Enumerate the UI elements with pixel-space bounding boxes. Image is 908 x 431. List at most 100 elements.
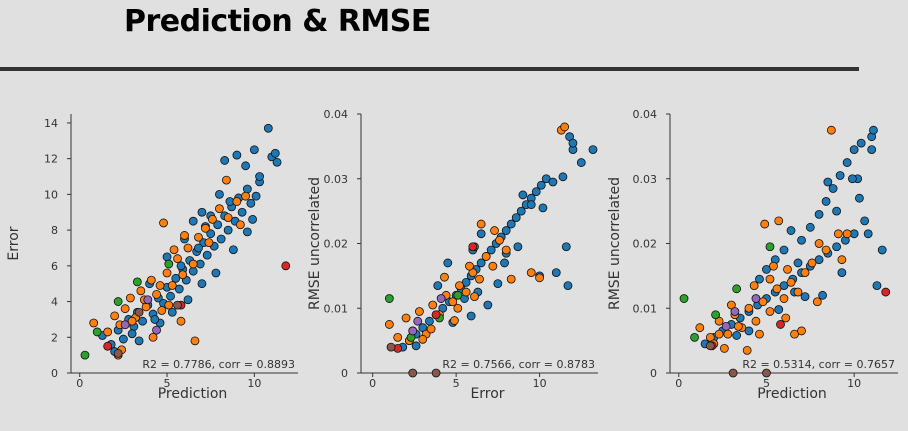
data-point-blue [860,216,870,226]
data-point-blue [263,123,273,133]
data-point-blue [856,138,866,148]
data-point-blue [197,207,207,217]
data-point-blue [800,292,810,301]
data-point-purple [436,294,446,303]
x-tick-label: 10 [247,377,261,390]
data-point-blue [174,284,184,294]
data-point-red [881,287,891,297]
data-point-orange [450,316,459,325]
data-point-orange [201,223,210,233]
data-point-orange [440,272,449,282]
data-point-blue [150,315,160,324]
data-point-blue [216,234,226,244]
x-tick-label: 0 [369,377,376,390]
page-title: Prediction & RMSE [124,4,431,39]
data-point-green [690,332,699,342]
y-tick-label: 0.03 [633,173,658,186]
data-point-orange [842,229,852,239]
x-tick-label: 10 [533,377,547,390]
data-point-blue [270,148,280,158]
data-point-orange [176,316,186,326]
data-point-blue [867,145,877,155]
data-point-blue [558,172,568,182]
y-tick-label: 0.03 [324,173,349,186]
y-tick-label: 0.04 [633,108,658,121]
stats-annotation: R2 = 0.5314, corr = 0.7657 [742,358,895,371]
data-point-blue [774,305,784,314]
data-point-blue [849,145,859,155]
data-point-brown [705,341,715,351]
data-point-blue [797,235,806,245]
data-point-orange [448,297,458,307]
data-point-orange [110,311,120,321]
data-point-orange [190,336,200,346]
y-tick-label: 0.02 [324,238,349,251]
data-point-orange [774,216,784,226]
data-point-purple [152,325,161,335]
data-point-orange [461,287,471,297]
data-point-brown [173,300,182,310]
y-tick-label: 4 [51,296,58,309]
data-point-orange [162,268,172,278]
data-point-blue [249,145,259,155]
data-point-orange [797,326,806,336]
data-point-blue [138,316,147,326]
data-point-orange [148,332,158,342]
y-tick-label: 10 [44,188,58,201]
data-point-orange [157,306,167,315]
data-point-orange [786,277,796,287]
data-point-orange [241,191,251,201]
data-point-blue [188,216,198,226]
x-tick-label: 5 [763,377,770,390]
data-point-blue [872,281,882,290]
data-point-orange [167,281,177,290]
x-tick-label: 0 [675,377,682,390]
data-point-blue [832,242,842,252]
data-point-blue [246,198,256,208]
data-point-green [384,294,394,303]
data-point-blue [476,229,486,239]
data-point-blue [220,156,230,165]
data-point-orange [152,290,161,299]
stats-annotation: R2 = 0.7566, corr = 0.8783 [442,358,595,371]
data-point-blue [127,329,137,339]
x-tick-label: 5 [453,377,460,390]
data-point-orange [821,245,831,255]
data-point-orange [719,343,729,353]
data-point-orange [415,307,424,316]
data-point-blue [518,190,528,200]
data-point-blue [251,191,261,201]
data-point-green [92,327,102,337]
data-point-purple [751,294,761,303]
data-point-blue [513,242,523,252]
data-point-blue [443,258,453,268]
data-point-orange [475,274,484,284]
data-point-green [711,310,720,320]
data-point-blue [500,258,509,268]
data-point-orange [401,313,411,323]
data-point-blue [255,172,264,181]
data-point-orange [136,286,146,296]
data-point-blue [202,250,212,260]
data-point-green [113,297,123,306]
data-point-orange [765,307,775,316]
data-point-blue [793,258,803,268]
data-point-blue [237,207,247,217]
data-point-orange [560,122,570,132]
x-tick-label: 0 [76,377,83,390]
x-axis-label: Prediction [158,386,228,402]
data-point-orange [476,219,486,229]
data-point-blue [171,273,181,283]
data-point-brown [113,348,123,358]
data-point-blue [848,174,857,184]
data-point-orange [765,274,775,284]
data-point-blue [821,197,831,206]
data-point-blue [877,245,887,255]
data-point-blue [576,158,586,167]
x-tick-label: 5 [164,377,171,390]
data-point-orange [159,218,168,228]
x-axis-label: Prediction [757,386,827,402]
data-point-blue [242,227,252,237]
data-point-red [431,310,441,320]
data-point-orange [169,245,179,255]
